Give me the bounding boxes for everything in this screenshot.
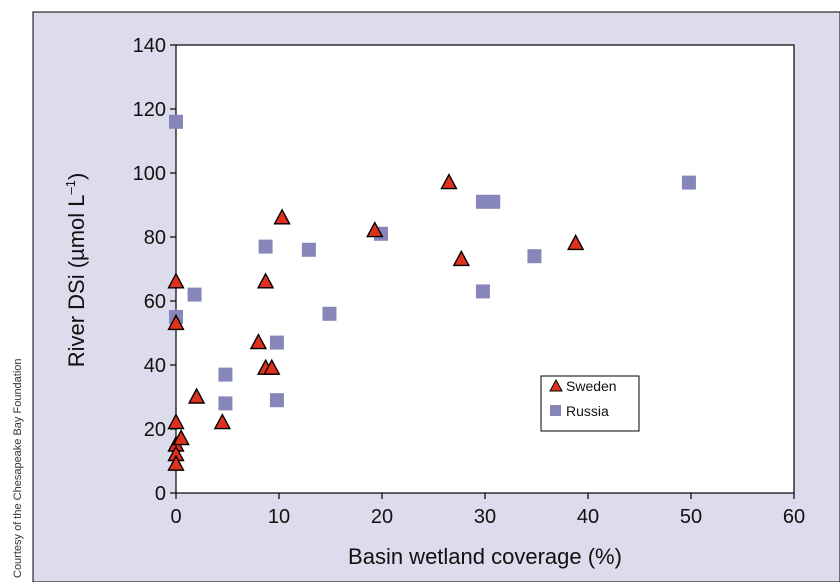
sweden-point — [256, 272, 275, 289]
y-axis-label-main: River DSi (µmol L — [64, 194, 89, 367]
y-tick-label: 20 — [144, 419, 166, 441]
x-tick-label: 50 — [680, 506, 702, 528]
photo-credit: Courtesy of the Chesapeake Bay Foundatio… — [12, 358, 24, 578]
russia-point — [187, 287, 202, 302]
legend-russia-marker — [550, 405, 561, 416]
y-axis-label-close: ) — [64, 173, 89, 180]
y-tick-label: 140 — [133, 35, 166, 57]
sweden-point — [172, 429, 190, 446]
russia-point — [475, 284, 490, 299]
x-axis-ticks: 0 10 20 30 40 50 60 — [170, 493, 805, 528]
y-tick-label: 40 — [144, 355, 166, 377]
y-axis-ticks: 0 20 40 60 80 100 120 140 — [133, 35, 176, 505]
sweden-point — [167, 413, 185, 430]
y-tick-label: 120 — [133, 99, 166, 121]
russia-point — [681, 175, 696, 190]
x-tick-label: 40 — [577, 506, 599, 528]
x-tick-label: 30 — [474, 506, 496, 528]
russia-point — [527, 249, 542, 264]
russia-point — [258, 239, 273, 254]
y-tick-label: 80 — [144, 227, 166, 249]
legend-russia-label: Russia — [566, 403, 609, 419]
sweden-point — [167, 272, 185, 289]
y-tick-label: 0 — [155, 483, 166, 505]
data-points — [167, 114, 696, 471]
x-axis-label: Basin wetland coverage (%) — [348, 544, 622, 569]
sweden-point — [566, 233, 585, 251]
x-tick-label: 20 — [371, 506, 393, 528]
x-tick-label: 60 — [783, 506, 805, 528]
sweden-point — [273, 208, 291, 225]
sweden-point — [249, 333, 268, 350]
sweden-point — [366, 221, 384, 238]
russia-point — [169, 114, 183, 129]
sweden-point — [452, 249, 470, 267]
russia-point — [486, 194, 501, 209]
x-tick-label: 0 — [170, 506, 181, 528]
russia-point — [322, 306, 337, 321]
x-tick-label: 10 — [268, 506, 290, 528]
russia-point — [218, 367, 233, 382]
sweden-point — [440, 173, 458, 190]
legend-sweden-marker — [549, 378, 563, 392]
russia-point — [218, 396, 233, 411]
legend-sweden-label: Sweden — [566, 378, 617, 394]
sweden-point — [167, 313, 185, 331]
y-axis-label: River DSi (µmol L–1) — [63, 173, 89, 368]
sweden-point — [187, 387, 206, 404]
sweden-point — [213, 413, 232, 430]
sweden-point — [263, 358, 281, 375]
sweden-point — [167, 454, 185, 471]
legend: Sweden Russia — [540, 375, 640, 432]
plot-area — [175, 44, 795, 494]
y-tick-label: 100 — [133, 163, 166, 185]
russia-point — [269, 335, 284, 350]
russia-point — [269, 393, 284, 408]
y-tick-label: 60 — [144, 291, 166, 313]
russia-point — [301, 242, 316, 257]
y-axis-label-superscript: –1 — [63, 180, 78, 194]
